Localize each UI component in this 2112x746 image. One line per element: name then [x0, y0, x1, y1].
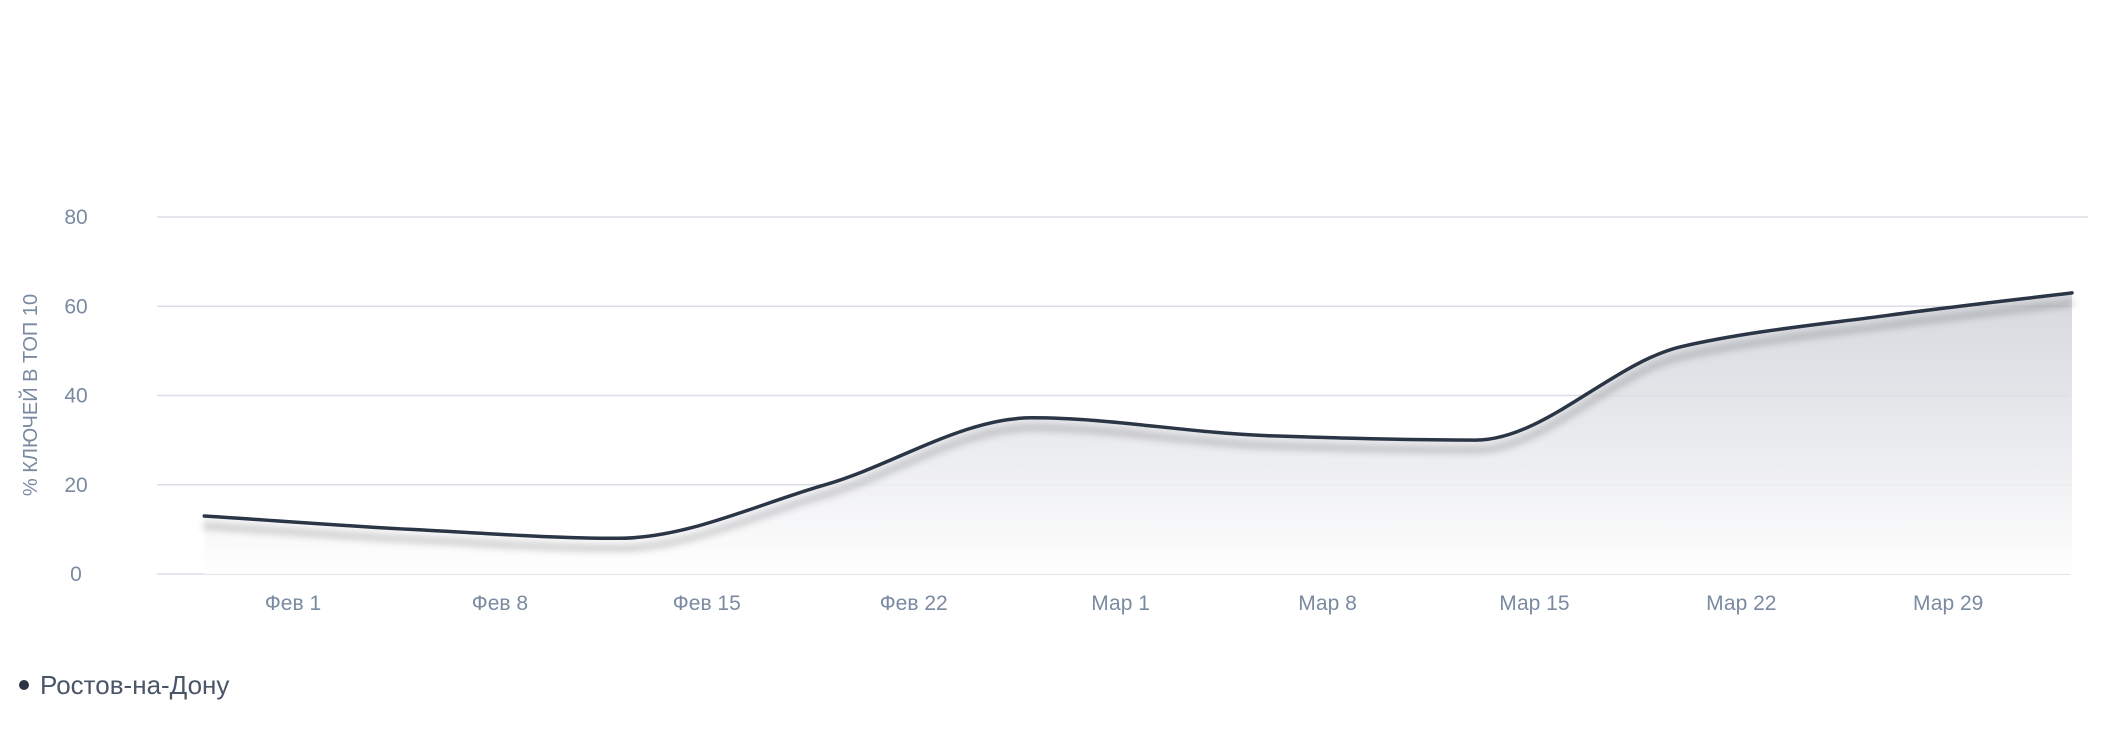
- y-tick-label: 0: [70, 563, 82, 586]
- y-tick-label: 20: [64, 474, 87, 497]
- y-axis-title: % КЛЮЧЕЙ В ТОП 10: [18, 294, 42, 496]
- series-line-layer: [202, 291, 2074, 541]
- x-tick-label: Фев 22: [880, 592, 948, 615]
- legend-marker: [19, 680, 29, 690]
- y-tick-label: 40: [64, 385, 87, 408]
- x-tick-label: Фев 1: [265, 592, 321, 615]
- y-tick-label: 80: [64, 206, 87, 229]
- x-tick-label: Мар 8: [1298, 592, 1357, 615]
- x-tick-label: Фев 15: [673, 592, 741, 615]
- y-axis-ticks: 0 20 40 60 80: [64, 206, 87, 586]
- x-tick-label: Фев 8: [472, 592, 528, 615]
- series-line[interactable]: [202, 291, 2074, 541]
- series-area: [204, 292, 2072, 574]
- x-tick-label: Мар 15: [1499, 592, 1569, 615]
- x-axis-ticks: Фев 1 Фев 8 Фев 15 Фев 22 Мар 1 Мар 8 Мар 15 Ма…: [265, 592, 1984, 615]
- x-tick-label: Мар 22: [1706, 592, 1776, 615]
- x-tick-label: Мар 1: [1091, 592, 1150, 615]
- legend-label: Ростов-на-Дону: [40, 670, 229, 700]
- area-fill-layer: [204, 292, 2072, 574]
- legend[interactable]: Ростов-на-Дону: [19, 670, 229, 700]
- x-tick-label: Мар 29: [1913, 592, 1983, 615]
- y-tick-label: 60: [64, 295, 87, 318]
